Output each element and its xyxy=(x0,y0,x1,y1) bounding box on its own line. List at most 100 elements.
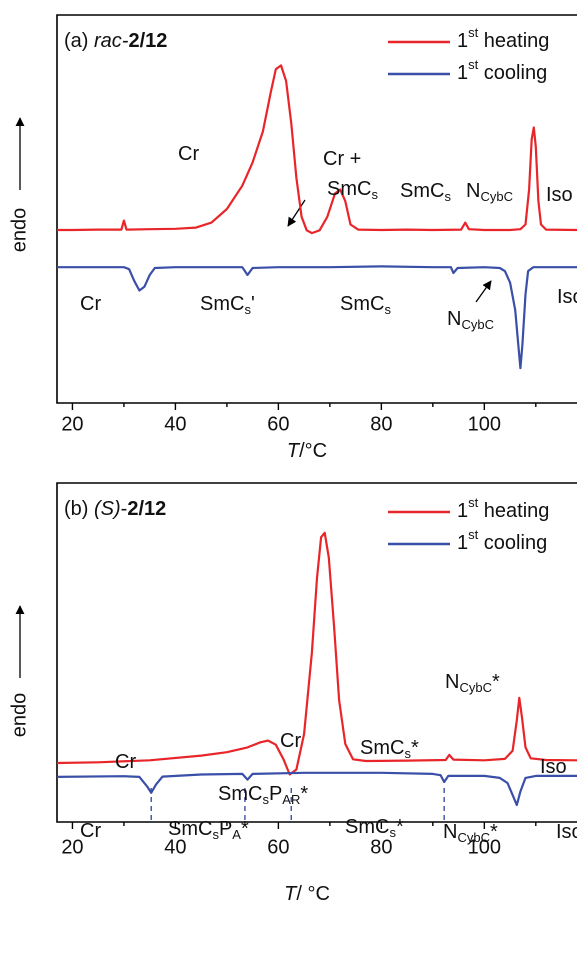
x-axis-label: T/ °C xyxy=(284,883,330,905)
text-segment: st xyxy=(468,57,479,72)
text-segment: s xyxy=(404,746,411,761)
text-segment: Cr xyxy=(80,293,101,315)
text-segment: s xyxy=(262,792,269,807)
annotation: Iso xyxy=(540,756,567,778)
legend-label: 1st cooling xyxy=(457,57,547,84)
text-segment: heating xyxy=(478,30,549,52)
series-line xyxy=(57,771,577,807)
annotation: Cr xyxy=(115,751,136,773)
text-segment: /°C xyxy=(299,440,327,462)
annotation: SmCs* xyxy=(360,737,419,761)
series-group xyxy=(57,531,577,776)
text-segment: st xyxy=(468,495,479,510)
x-tick-label: 100 xyxy=(468,413,501,435)
annotation: Cr + xyxy=(323,148,361,170)
axes-frame xyxy=(56,482,577,823)
text-segment: 2/12 xyxy=(127,498,166,520)
text-segment: / °C xyxy=(296,883,330,905)
text-segment: SmC xyxy=(218,783,262,805)
series-line xyxy=(57,64,577,235)
text-segment: s xyxy=(444,189,451,204)
text-segment: SmC xyxy=(168,818,212,840)
pointer-arrow xyxy=(475,280,492,303)
legend-label: 1st cooling xyxy=(457,527,547,554)
legend-label: 1st heating xyxy=(457,25,549,52)
text-segment: (a) xyxy=(64,30,94,52)
text-segment: ' xyxy=(251,293,255,315)
series-group xyxy=(57,64,577,235)
text-segment: N xyxy=(447,308,461,330)
x-tick-label: 80 xyxy=(370,836,392,858)
text-segment: N xyxy=(445,671,459,693)
annotation: SmCsPAR* xyxy=(218,783,308,807)
annotation: SmCs xyxy=(340,293,391,317)
text-segment: - xyxy=(121,498,128,520)
text-segment: st xyxy=(468,527,479,542)
y-axis-label: endo xyxy=(8,693,30,738)
text-segment: SmC xyxy=(340,293,384,315)
text-segment: cooling xyxy=(478,62,547,84)
annotation: NCybC* xyxy=(443,821,498,845)
text-segment: * xyxy=(490,821,498,843)
text-segment: AR xyxy=(282,792,300,807)
text-segment: * xyxy=(411,737,419,759)
text-segment: s xyxy=(244,302,251,317)
legend-label: 1st heating xyxy=(457,495,549,522)
annotation: SmCs xyxy=(400,180,451,204)
text-segment: Cr xyxy=(115,751,136,773)
text-segment: cooling xyxy=(478,532,547,554)
x-tick-label: 60 xyxy=(267,413,289,435)
text-segment: * xyxy=(396,816,404,838)
text-segment: SmC xyxy=(200,293,244,315)
annotation: Iso xyxy=(546,184,573,206)
text-segment: Iso xyxy=(557,286,577,308)
text-segment: 1 xyxy=(457,532,468,554)
annotation: NCybC xyxy=(466,180,513,204)
x-tick-label: 20 xyxy=(61,413,83,435)
text-segment: * xyxy=(300,783,308,805)
text-segment: 1 xyxy=(457,62,468,84)
axes-frame xyxy=(56,14,577,404)
x-tick-label: 100 xyxy=(468,836,501,858)
text-segment: Cr xyxy=(178,143,199,165)
text-segment: Iso xyxy=(556,821,577,843)
panel-title: (b) (S)-2/12 xyxy=(64,498,166,520)
text-segment: P xyxy=(269,783,282,805)
text-segment: SmC xyxy=(327,178,371,200)
text-segment: Iso xyxy=(540,756,567,778)
text-segment: 1 xyxy=(457,30,468,52)
annotation: Cr xyxy=(80,293,101,315)
annotation: Cr xyxy=(80,820,101,842)
text-segment: SmC xyxy=(345,816,389,838)
x-tick-label: 20 xyxy=(61,836,83,858)
panel-title: (a) rac-2/12 xyxy=(64,30,167,52)
text-segment: T xyxy=(287,440,301,462)
text-segment: heating xyxy=(478,500,549,522)
text-segment: A xyxy=(232,827,241,842)
text-segment: SmC xyxy=(400,180,444,202)
text-segment: CybC xyxy=(480,189,513,204)
pointer-arrow xyxy=(287,199,306,227)
text-segment: N xyxy=(466,180,480,202)
text-segment: (b) xyxy=(64,498,94,520)
annotation: SmCsPA* xyxy=(168,818,249,842)
annotation: Iso xyxy=(556,821,577,843)
annotation: SmCs xyxy=(327,178,378,202)
text-segment: 1 xyxy=(457,500,468,522)
text-segment: s xyxy=(389,825,396,840)
text-segment: Cr xyxy=(280,730,301,752)
text-segment: CybC xyxy=(457,830,490,845)
text-segment: P xyxy=(219,818,232,840)
text-segment: * xyxy=(492,671,500,693)
text-segment: rac- xyxy=(94,30,129,52)
text-segment: Iso xyxy=(546,184,573,206)
annotation: SmCs' xyxy=(200,293,255,317)
text-segment: Cr + xyxy=(323,148,361,170)
text-segment: s xyxy=(212,827,219,842)
text-segment: Cr xyxy=(80,820,101,842)
annotation: NCybC* xyxy=(445,671,500,695)
x-tick-label: 80 xyxy=(370,413,392,435)
series-line xyxy=(57,531,577,776)
